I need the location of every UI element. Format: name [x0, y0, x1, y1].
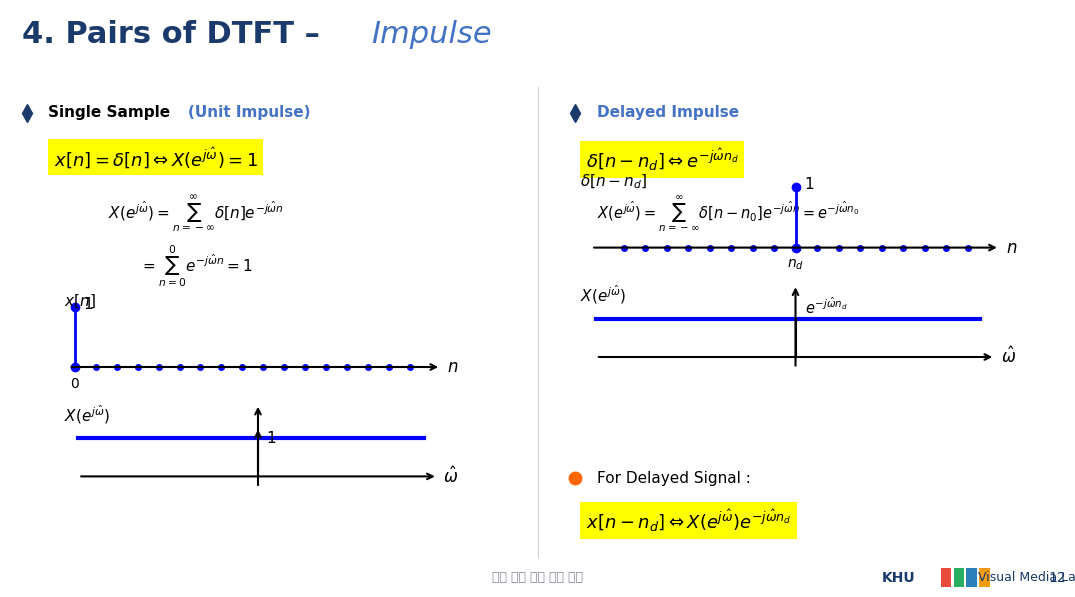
Bar	[966, 568, 977, 587]
Text: 1: 1	[267, 430, 276, 446]
Text: $x[n] = \delta[n] \Leftrightarrow X(e^{j\hat{\omega}}) = 1$: $x[n] = \delta[n] \Leftrightarrow X(e^{j…	[54, 145, 258, 170]
Text: $\delta[n - n_d]$: $\delta[n - n_d]$	[580, 173, 648, 192]
Text: Impulse: Impulse	[371, 20, 491, 50]
Text: Single Sample: Single Sample	[48, 105, 175, 120]
Text: $\hat{\omega}$: $\hat{\omega}$	[443, 466, 458, 487]
Text: $x[n]$: $x[n]$	[64, 293, 97, 310]
Text: $X(e^{j\hat{\omega}})$: $X(e^{j\hat{\omega}})$	[580, 284, 627, 307]
Text: $= \sum_{n=0}^{0} e^{-j\hat{\omega}n} = 1$: $= \sum_{n=0}^{0} e^{-j\hat{\omega}n} = …	[140, 243, 253, 288]
Text: 12: 12	[1048, 571, 1065, 584]
Bar	[979, 568, 990, 587]
Text: $x[n - n_d] \Leftrightarrow X(e^{j\hat{\omega}})e^{-j\hat{\omega}n_d}$: $x[n - n_d] \Leftrightarrow X(e^{j\hat{\…	[586, 507, 791, 534]
Text: 1: 1	[84, 297, 92, 312]
Text: $n_d$: $n_d$	[787, 258, 804, 272]
Text: Visual Media Lab: Visual Media Lab	[978, 571, 1075, 584]
Text: $\delta[n - n_d] \Leftrightarrow e^{-j\hat{\omega}n_d}$: $\delta[n - n_d] \Leftrightarrow e^{-j\h…	[586, 146, 739, 173]
Text: (Unit Impulse): (Unit Impulse)	[188, 105, 311, 120]
Text: $\hat{\omega}$: $\hat{\omega}$	[1001, 347, 1017, 367]
Text: 1: 1	[804, 177, 814, 192]
Text: KHU: KHU	[882, 571, 915, 584]
Text: $n$: $n$	[1006, 239, 1018, 257]
Text: For Delayed Signal :: For Delayed Signal :	[597, 470, 750, 485]
Text: $X(e^{j\hat{\omega}}) = \sum_{n=-\infty}^{\infty} \delta[n - n_0]e^{-j\hat{\omeg: $X(e^{j\hat{\omega}}) = \sum_{n=-\infty}…	[597, 194, 859, 234]
Text: 4. Pairs of DTFT –: 4. Pairs of DTFT –	[22, 20, 330, 50]
Text: $n$: $n$	[447, 358, 459, 376]
Text: 0: 0	[71, 377, 80, 391]
Text: $e^{-j\hat{\omega}n_d}$: $e^{-j\hat{\omega}n_d}$	[805, 297, 847, 318]
Text: Delayed Impulse: Delayed Impulse	[597, 105, 739, 120]
Text: $X(e^{j\hat{\omega}}) = \sum_{n=-\infty}^{\infty} \delta[n]e^{-j\hat{\omega}n}$: $X(e^{j\hat{\omega}}) = \sum_{n=-\infty}…	[108, 193, 284, 235]
Text: 싹단 배포 또는 판매 금지: 싹단 배포 또는 판매 금지	[492, 571, 583, 584]
Bar	[954, 568, 964, 587]
Text: $X(e^{j\hat{\omega}})$: $X(e^{j\hat{\omega}})$	[64, 404, 111, 427]
Bar	[941, 568, 951, 587]
